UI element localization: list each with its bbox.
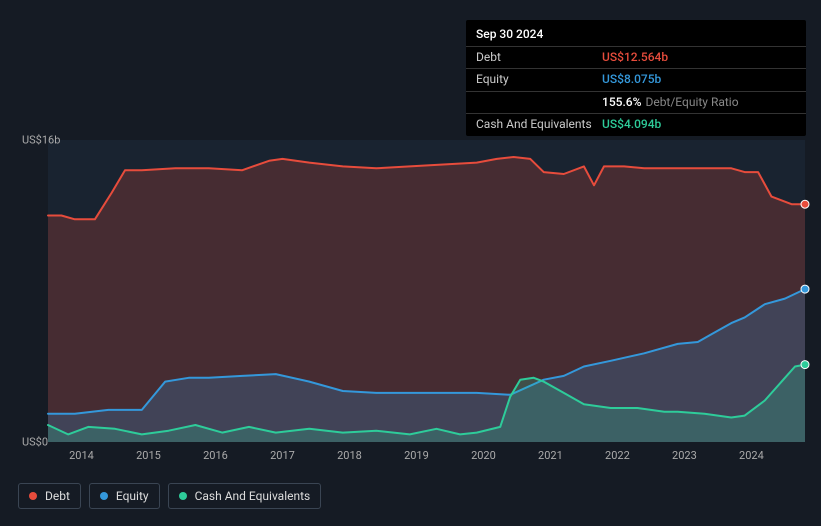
x-tick-label: 2014 (69, 449, 94, 462)
legend-label: Debt (45, 489, 70, 503)
legend-dot-icon (100, 492, 108, 500)
tooltip-val-equity: US$8.075b (602, 72, 661, 88)
tooltip-row-ratio: 155.6% Debt/Equity Ratio (466, 91, 806, 114)
legend-dot-icon (29, 492, 37, 500)
x-tick-label: 2018 (337, 449, 362, 462)
x-axis-labels: 2014 2015 2016 2017 2018 2019 2020 2021 2022 2023… (0, 449, 821, 463)
chart-tooltip: Sep 30 2024 Debt US$12.564b Equity US$8.… (466, 20, 806, 136)
chart-legend: Debt Equity Cash And Equivalents (18, 483, 321, 509)
tooltip-val-cash: US$4.094b (602, 117, 661, 133)
tooltip-key-cash: Cash And Equivalents (476, 117, 602, 133)
x-tick-label: 2019 (404, 449, 429, 462)
x-tick-label: 2023 (672, 449, 697, 462)
y-tick-label: US$16b (22, 134, 60, 147)
tooltip-key-debt: Debt (476, 50, 602, 66)
tooltip-date: Sep 30 2024 (466, 24, 806, 46)
legend-label: Equity (116, 489, 149, 503)
x-tick-label: 2024 (739, 449, 764, 462)
tooltip-ratio-label: Debt/Equity Ratio (645, 95, 738, 111)
tooltip-val-debt: US$12.564b (602, 50, 668, 66)
legend-item-cash[interactable]: Cash And Equivalents (168, 483, 322, 509)
x-tick-label: 2017 (270, 449, 295, 462)
x-tick-label: 2022 (605, 449, 630, 462)
legend-item-debt[interactable]: Debt (18, 483, 81, 509)
y-tick-label: US$0 (22, 436, 48, 449)
x-tick-label: 2021 (538, 449, 563, 462)
legend-item-equity[interactable]: Equity (89, 483, 160, 509)
tooltip-ratio-pct: 155.6% (602, 95, 641, 111)
tooltip-row-equity: Equity US$8.075b (466, 68, 806, 91)
x-tick-label: 2015 (136, 449, 161, 462)
tooltip-row-cash: Cash And Equivalents US$4.094b (466, 113, 806, 136)
tooltip-row-debt: Debt US$12.564b (466, 46, 806, 69)
x-tick-label: 2016 (203, 449, 228, 462)
tooltip-key-equity: Equity (476, 72, 602, 88)
legend-label: Cash And Equivalents (195, 489, 311, 503)
x-tick-label: 2020 (471, 449, 496, 462)
legend-dot-icon (179, 492, 187, 500)
